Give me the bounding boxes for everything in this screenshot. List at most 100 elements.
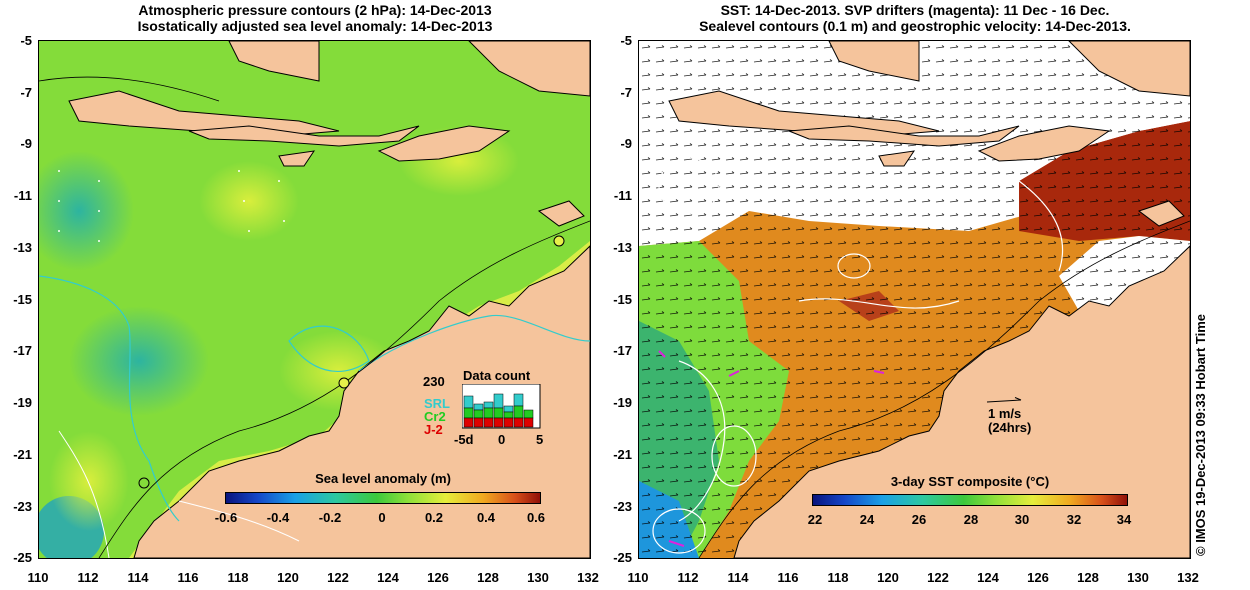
x-tick: 114 [727,570,749,585]
y-tick: -21 [613,447,632,462]
sst-map [638,40,1191,559]
x-tick: 118 [227,570,249,585]
inset-series-j2: J-2 [424,422,443,437]
colorbar-tick: 24 [859,512,875,527]
low-anomaly-region [69,306,209,416]
island-landmass [788,125,1020,147]
x-tick: 132 [577,570,599,585]
island-landmass [1137,200,1185,227]
y-tick: -19 [613,395,632,410]
y-tick: -25 [13,550,32,565]
high-anomaly-region [199,161,299,241]
x-tick: 110 [27,570,49,585]
colorbar-tick: 30 [1014,512,1030,527]
x-tick: 128 [477,570,499,585]
y-tick: -9 [20,136,32,151]
colorbar-tick: 32 [1066,512,1082,527]
x-tick: 118 [827,570,849,585]
y-tick: -21 [13,447,32,462]
inset-max-label: 230 [423,374,445,389]
x-tick: 114 [127,570,149,585]
y-tick: -23 [13,499,32,514]
high-anomaly-region [49,431,129,531]
depth-contour [358,314,590,372]
colorbar-tick: 0.6 [526,510,546,525]
y-tick: -15 [13,292,32,307]
x-tick: 126 [1027,570,1049,585]
y-tick: -23 [613,499,632,514]
altimeter-track-dots [58,170,285,242]
tide-gauge-marker [553,235,565,247]
x-tick: 130 [1127,570,1149,585]
y-tick: -19 [13,395,32,410]
velocity-scale-arrow [986,397,1022,403]
y-tick: -15 [613,292,632,307]
x-tick: 132 [1177,570,1199,585]
island-landmass [828,41,920,82]
low-anomaly-region [39,151,134,271]
x-tick: 110 [627,570,649,585]
colorbar-tick: 0 [378,510,386,525]
sea-level-contours [652,157,1064,554]
y-tick: -13 [613,240,632,255]
y-tick: -7 [620,85,632,100]
colorbar-tick: -0.4 [266,510,290,525]
inset-series-srl: SRL [424,396,450,411]
inset-x-tick: -5d [454,432,474,447]
y-tick: -17 [613,343,632,358]
y-tick: -13 [13,240,32,255]
inset-x-tick: 5 [536,432,544,447]
x-tick: 128 [1077,570,1099,585]
island-landmass [228,41,320,82]
inset-x-tick: 0 [498,432,506,447]
x-tick: 124 [377,570,399,585]
y-tick: -5 [20,33,32,48]
sea-level-colorbar-label: Sea level anomaly (m) [315,471,451,486]
island-landmass [878,150,916,167]
svp-drifter-tracks [658,350,885,547]
data-count-histogram [462,384,541,429]
sst-map-svg [639,41,1190,558]
island-landmass [188,125,420,147]
y-tick: -7 [20,85,32,100]
tide-gauge-marker [138,477,150,489]
right-title: SST: 14-Dec-2013. SVP drifters (magenta)… [640,2,1190,34]
island-landmass [1068,41,1190,97]
tide-gauge-marker [338,377,350,389]
left-title-line2: Isostatically adjusted sea level anomaly… [137,18,493,34]
bathymetry-line [698,220,1190,558]
left-title-line1: Atmospheric pressure contours (2 hPa): 1… [138,2,492,18]
pressure-contour [58,430,110,558]
island-landmass [468,41,590,97]
island-landmass [278,150,316,167]
colorbar-tick: 22 [807,512,823,527]
histogram-bars [463,393,534,428]
colorbar-tick: -0.2 [318,510,342,525]
colorbar-tick: 0.4 [476,510,496,525]
y-tick: -25 [613,550,632,565]
inset-series-cr2: Cr2 [424,409,446,424]
imos-credit: © IMOS 19-Dec-2013 09:33 Hobart Time [1193,314,1208,556]
sst-colorbar [812,494,1128,506]
depth-contour [39,275,180,522]
x-tick: 124 [977,570,999,585]
left-title: Atmospheric pressure contours (2 hPa): 1… [40,2,590,34]
colorbar-tick: 28 [963,512,979,527]
y-tick: -17 [13,343,32,358]
island-landmass [537,200,585,227]
x-tick: 112 [77,570,99,585]
island-landmass [668,90,940,137]
x-tick: 120 [277,570,299,585]
australia-landmass [133,245,590,558]
y-tick: -9 [620,136,632,151]
x-tick: 126 [427,570,449,585]
x-tick: 116 [777,570,799,585]
sea-level-colorbar [225,492,541,504]
sea-level-map-svg [39,41,590,558]
velocity-scale-sublabel: (24hrs) [988,420,1032,435]
pressure-contour [178,500,300,542]
x-tick: 112 [677,570,699,585]
y-tick: -11 [613,188,632,203]
timor-island [377,125,511,162]
colorbar-tick: -0.6 [214,510,238,525]
